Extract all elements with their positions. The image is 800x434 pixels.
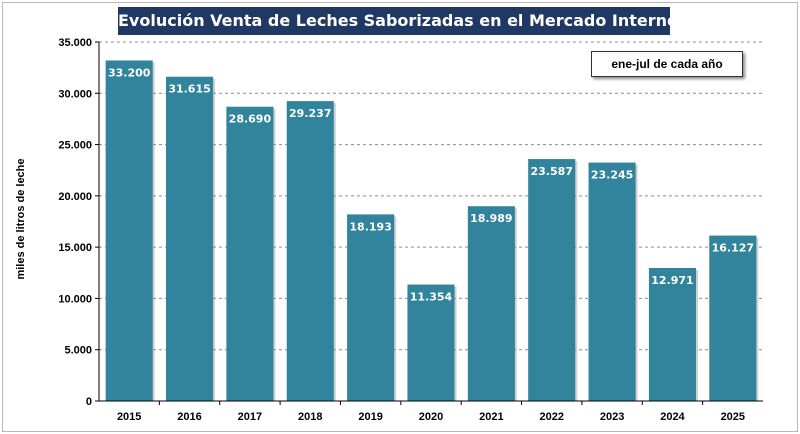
bar [166,76,214,401]
x-tick-label: 2015 [117,411,141,423]
x-tick-label: 2020 [419,411,443,423]
y-tick-label: 10.000 [58,293,92,305]
bar [709,235,757,401]
bar [648,267,696,401]
data-labels: 33.200 31.615 28.690 29.237 18.193 11.354 18.9… [108,66,754,303]
data-label: 12.971 [651,274,693,287]
x-tick-label: 2016 [177,411,201,423]
y-tick-label: 25.000 [58,140,92,152]
x-tick-label: 2023 [600,411,624,423]
x-tick-label: 2025 [721,411,745,423]
bar [407,284,455,401]
bar [286,101,334,402]
bar [105,60,153,401]
y-tick-label: 15.000 [58,242,92,254]
bar [347,214,395,401]
data-label: 23.245 [591,169,633,182]
data-label: 11.354 [410,291,453,304]
data-label: 29.237 [289,107,331,120]
data-label: 16.127 [712,242,754,255]
x-tick-label: 2019 [358,411,382,423]
bar [528,159,576,401]
y-tick-label: 0 [86,396,92,408]
y-tick-label: 5.000 [64,345,92,357]
y-tick-label: 30.000 [58,88,92,100]
bar [588,162,636,401]
data-label: 31.615 [168,83,210,96]
x-tick-label: 2021 [479,411,503,423]
x-tick-label: 2024 [660,411,685,423]
data-label: 18.193 [349,220,391,233]
x-tick-label: 2017 [238,411,262,423]
data-label: 33.200 [108,66,151,79]
x-tick-label: 2018 [298,411,322,423]
period-note: ene-jul de cada año [591,51,743,77]
x-tick-label: 2022 [539,411,563,423]
chart-title: Evolución Venta de Leches Saborizadas en… [118,7,678,35]
data-label: 28.690 [229,113,272,126]
data-label: 23.587 [531,165,573,178]
data-label: 18.989 [470,212,512,225]
y-tick-label: 20.000 [58,191,92,203]
bar [467,206,515,401]
y-tick-label: 35.000 [58,37,92,49]
bar [226,106,274,402]
bars [105,60,759,402]
axes: 0 5.000 10.000 15.000 20.000 25.000 30.000 35.0… [58,37,763,423]
